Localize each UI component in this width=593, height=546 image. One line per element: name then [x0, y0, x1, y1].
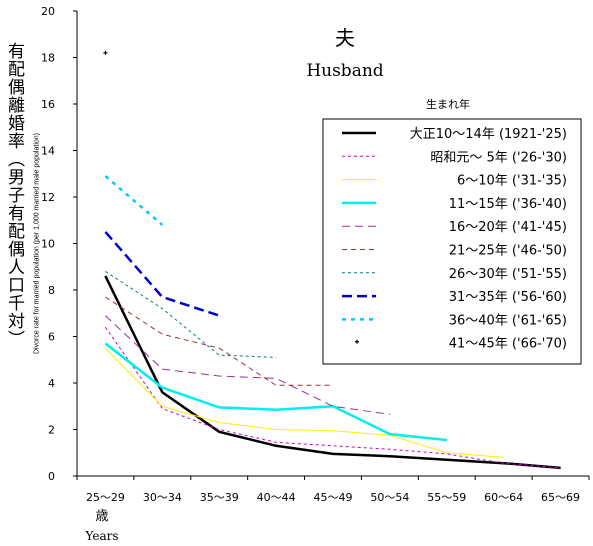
- y-tick-label: 8: [48, 284, 55, 297]
- series-line-4: [105, 315, 390, 415]
- x-tick-label: 60〜64: [484, 491, 523, 504]
- legend-title: 生まれ年: [426, 97, 470, 111]
- legend-label: 6〜10年 ('31-'35): [457, 174, 567, 189]
- legend-label: 21〜25年 ('46-'50): [449, 244, 567, 259]
- legend-label: 大正10〜14年 (1921-'25): [410, 127, 567, 142]
- legend-label: 31〜35年 ('56-'60): [449, 290, 567, 305]
- chart-title: 夫: [335, 26, 355, 50]
- x-tick-label: 50〜54: [370, 491, 409, 504]
- chart-subtitle: Husband: [306, 61, 383, 81]
- x-label-ja: 歳: [95, 509, 108, 524]
- legend-label: 41〜45年 ('66-'70): [449, 337, 567, 352]
- legend-label: 11〜15年 ('36-'40): [449, 197, 567, 212]
- series-line-6: [105, 270, 277, 358]
- x-tick-label: 45〜49: [314, 491, 353, 504]
- legend-label: 16〜20年 ('41-'45): [449, 220, 567, 235]
- y-ticks: 0 2 4 6 8 10 12 14 16 18 20: [41, 5, 77, 483]
- x-tick-label: 25〜29: [86, 491, 125, 504]
- y-tick-label: 18: [41, 52, 55, 65]
- x-tick-label: 35〜39: [200, 491, 239, 504]
- x-label-en: Years: [84, 529, 118, 543]
- x-tick-label: 40〜44: [257, 491, 296, 504]
- series-line-7: [104, 231, 220, 317]
- y-tick-label: 6: [48, 331, 55, 344]
- series-line-1: [104, 326, 561, 469]
- x-tick-label: 65〜69: [541, 491, 580, 504]
- y-tick-label: 2: [48, 424, 55, 437]
- y-tick-label: 0: [48, 470, 55, 483]
- legend: 大正10〜14年 (1921-'25) 昭和元〜 5年 ('26-'30) 6〜10…: [342, 127, 567, 352]
- series-lines: [103, 50, 561, 470]
- series-line-0: [104, 275, 561, 470]
- y-tick-label: 14: [41, 145, 55, 158]
- series-line-2: [105, 347, 504, 458]
- y-tick-label: 20: [41, 5, 55, 18]
- series-line-5: [105, 296, 333, 386]
- x-tick-label: 55〜59: [427, 491, 466, 504]
- y-tick-label: 12: [41, 191, 55, 204]
- y-tick-label: 10: [41, 238, 55, 251]
- series-line-8: [104, 175, 164, 226]
- legend-label: 36〜40年 ('61-'65): [449, 313, 567, 328]
- legend-label: 昭和元〜 5年 ('26-'30): [430, 150, 567, 165]
- series-line-3: [104, 342, 447, 442]
- x-ticks: 25〜29 30〜34 35〜39 40〜44 45〜49 50〜54 55〜59 60〜64…: [76, 476, 590, 504]
- legend-label: 26〜30年 ('51-'55): [449, 267, 567, 282]
- y-tick-label: 16: [41, 98, 55, 111]
- y-tick-label: 4: [48, 377, 55, 390]
- y-label-ja: 有配偶離婚率（男子有配偶人口千対）: [4, 42, 24, 348]
- x-tick-label: 30〜34: [143, 491, 182, 504]
- y-label-en: Divorce rate for married population (per…: [33, 133, 41, 354]
- legend-box: [322, 118, 582, 365]
